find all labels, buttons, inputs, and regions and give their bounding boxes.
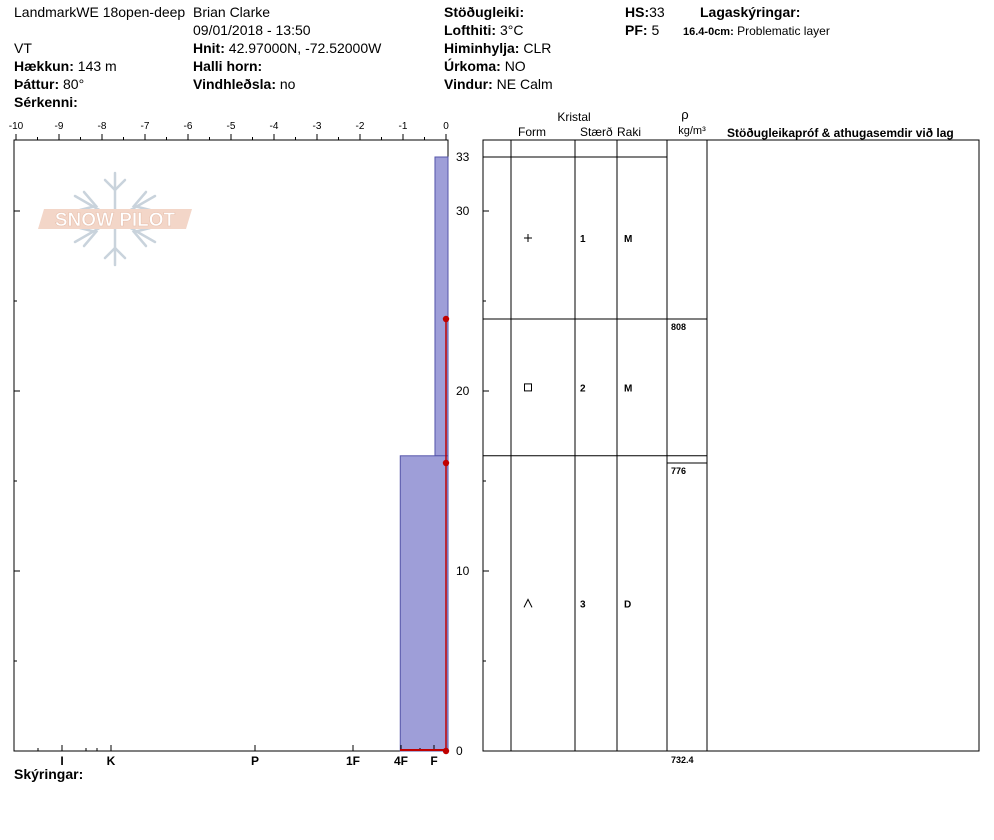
table-rows: 1 M 2 M 3 D 808 776 732.4 bbox=[483, 234, 707, 765]
sky-value: CLR bbox=[523, 40, 552, 56]
temp-tick-label: 0 bbox=[443, 121, 449, 132]
pf-row: PF: 5 bbox=[625, 21, 659, 39]
sky-row: Himinhylja: CLR bbox=[444, 39, 551, 57]
temperature-point bbox=[442, 459, 450, 467]
coords-label: Hnit: bbox=[193, 40, 225, 56]
air-temp-label: Lofthiti: bbox=[444, 22, 497, 38]
density-value: 808 bbox=[671, 322, 686, 332]
precip-row: Úrkoma: NO bbox=[444, 57, 526, 75]
wind-value: NE Calm bbox=[496, 76, 553, 92]
state-text: VT bbox=[14, 40, 32, 56]
moisture-header: Raki bbox=[617, 125, 641, 139]
density-value: 732.4 bbox=[671, 755, 694, 765]
tests-header: Stöðugleikapróf & athugasemdir við lag bbox=[727, 126, 954, 140]
hs-value: 33 bbox=[649, 4, 665, 20]
layer-note-text: Problematic layer bbox=[737, 24, 830, 38]
legend-label: Skýringar: bbox=[14, 766, 84, 782]
coords-value: 42.97000N, -72.52000W bbox=[228, 40, 382, 56]
aspect-value: 80° bbox=[63, 76, 85, 92]
hardness-bar bbox=[399, 455, 449, 752]
size-header: Stærð bbox=[580, 125, 613, 139]
temperature-point bbox=[442, 315, 450, 323]
hardness-label: 1F bbox=[346, 754, 360, 768]
slope-row: Halli horn: bbox=[193, 57, 262, 75]
density-unit-header: kg/m³ bbox=[678, 125, 706, 137]
temp-tick-label: -10 bbox=[9, 121, 24, 132]
layer-note-depth: 16.4-0cm: bbox=[683, 26, 734, 38]
height-tick-label: 0 bbox=[456, 744, 463, 758]
density-value: 776 bbox=[671, 466, 686, 476]
wind-loading-value: no bbox=[279, 76, 296, 92]
temp-tick-label: -4 bbox=[270, 121, 279, 132]
snow-pilot-wordmark: SNOW PILOT bbox=[38, 209, 192, 231]
specifics-row: Sérkenni: bbox=[14, 93, 78, 111]
layer-size: 2 bbox=[580, 383, 586, 394]
elevation-row: Hækkun: 143 m bbox=[14, 57, 117, 75]
aspect-label: Þáttur: bbox=[14, 76, 60, 92]
precip-label: Úrkoma: bbox=[444, 58, 501, 74]
precip-value: NO bbox=[504, 58, 526, 74]
temp-tick-label: -2 bbox=[356, 121, 365, 132]
profile-plot-frame bbox=[13, 139, 449, 752]
hardness-label: P bbox=[251, 754, 259, 768]
specifics-label: Sérkenni: bbox=[14, 94, 78, 110]
hardness-label: I bbox=[60, 754, 63, 768]
layer-moisture: D bbox=[624, 599, 631, 610]
temp-tick-label: -3 bbox=[313, 121, 322, 132]
rho-header: ρ bbox=[681, 107, 688, 122]
layer-note-row: 16.4-0cm: Problematic layer bbox=[683, 22, 830, 41]
temp-tick-label: -5 bbox=[227, 121, 236, 132]
layer-moisture: M bbox=[624, 383, 632, 394]
air-temp-value: 3°C bbox=[499, 22, 524, 38]
hs-label: HS: bbox=[625, 4, 650, 20]
hardness-label: F bbox=[430, 754, 437, 768]
temp-tick-label: -1 bbox=[399, 121, 408, 132]
form-symbol-icon bbox=[524, 383, 532, 392]
sky-label: Himinhylja: bbox=[444, 40, 520, 56]
temp-tick-label: -8 bbox=[98, 121, 107, 132]
temp-tick-label: -9 bbox=[55, 121, 64, 132]
height-tick-label: 33 bbox=[456, 150, 470, 164]
stability-row: Stöðugleiki: bbox=[444, 3, 524, 21]
coords-row: Hnit: 42.97000N, -72.52000W bbox=[193, 39, 381, 57]
snow-pilot-text: SNOW PILOT bbox=[55, 210, 176, 231]
layer-moisture: M bbox=[624, 234, 632, 245]
form-symbol-icon bbox=[523, 598, 533, 608]
wind-row: Vindur: NE Calm bbox=[444, 75, 553, 93]
layer-notes-label: Lagaskýringar: bbox=[700, 4, 801, 20]
layer-size: 1 bbox=[580, 234, 586, 245]
temp-tick-label: -7 bbox=[141, 121, 150, 132]
layer-table bbox=[482, 139, 980, 752]
hs-row: HS:33 bbox=[625, 3, 665, 21]
location-text: LandmarkWE 18open-deep bbox=[14, 4, 186, 20]
datetime-text: 09/01/2018 - 13:50 bbox=[193, 22, 311, 38]
layer-size: 3 bbox=[580, 599, 586, 610]
elevation-value: 143 m bbox=[77, 58, 117, 74]
aspect-row: Þáttur: 80° bbox=[14, 75, 84, 93]
height-tick-label: 10 bbox=[456, 564, 470, 578]
crystal-header: Kristal bbox=[557, 110, 590, 124]
wind-loading-label: Vindhleðsla: bbox=[193, 76, 276, 92]
air-temp-row: Lofthiti: 3°C bbox=[444, 21, 523, 39]
observer-text: Brian Clarke bbox=[193, 4, 271, 20]
wind-label: Vindur: bbox=[444, 76, 493, 92]
hardness-label: 4F bbox=[394, 754, 408, 768]
slope-label: Halli horn: bbox=[193, 58, 263, 74]
pf-value: 5 bbox=[651, 22, 660, 38]
form-header: Form bbox=[518, 125, 546, 139]
pf-label: PF: bbox=[625, 22, 648, 38]
wind-loading-row: Vindhleðsla: no bbox=[193, 75, 295, 93]
height-tick-label: 30 bbox=[456, 204, 470, 218]
height-tick-label: 20 bbox=[456, 384, 470, 398]
elevation-label: Hækkun: bbox=[14, 58, 74, 74]
temp-tick-label: -6 bbox=[184, 121, 193, 132]
hardness-label: K bbox=[107, 754, 116, 768]
stability-label: Stöðugleiki: bbox=[444, 4, 525, 20]
